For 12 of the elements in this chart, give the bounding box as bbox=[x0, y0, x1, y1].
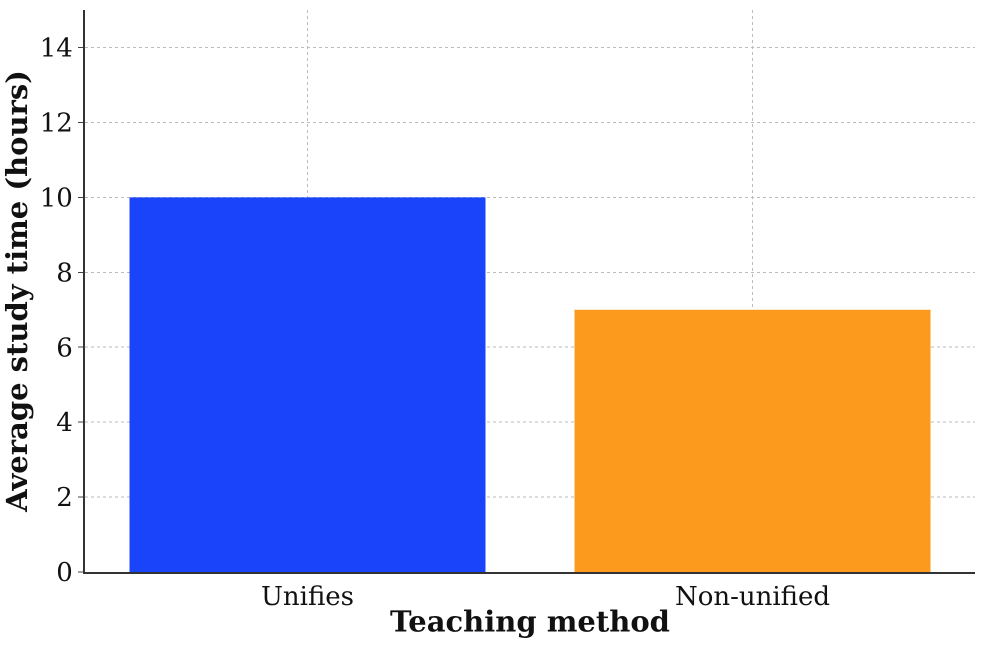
x-axis-title: Teaching method bbox=[390, 604, 670, 638]
y-tick-label: 4 bbox=[56, 408, 73, 438]
y-tick-label: 8 bbox=[56, 258, 73, 288]
y-tick-label: 12 bbox=[40, 108, 73, 138]
y-tick-label: 6 bbox=[56, 333, 73, 364]
y-tick-label: 10 bbox=[40, 183, 73, 214]
y-tick-label: 2 bbox=[56, 483, 73, 514]
y-axis-title: Average study time (hours) bbox=[0, 70, 34, 513]
y-tick-label: 14 bbox=[40, 34, 73, 64]
x-tick-label: Non-unified bbox=[674, 582, 830, 612]
x-tick-label: Unifies bbox=[260, 582, 354, 612]
y-tick-label: 0 bbox=[56, 558, 73, 588]
